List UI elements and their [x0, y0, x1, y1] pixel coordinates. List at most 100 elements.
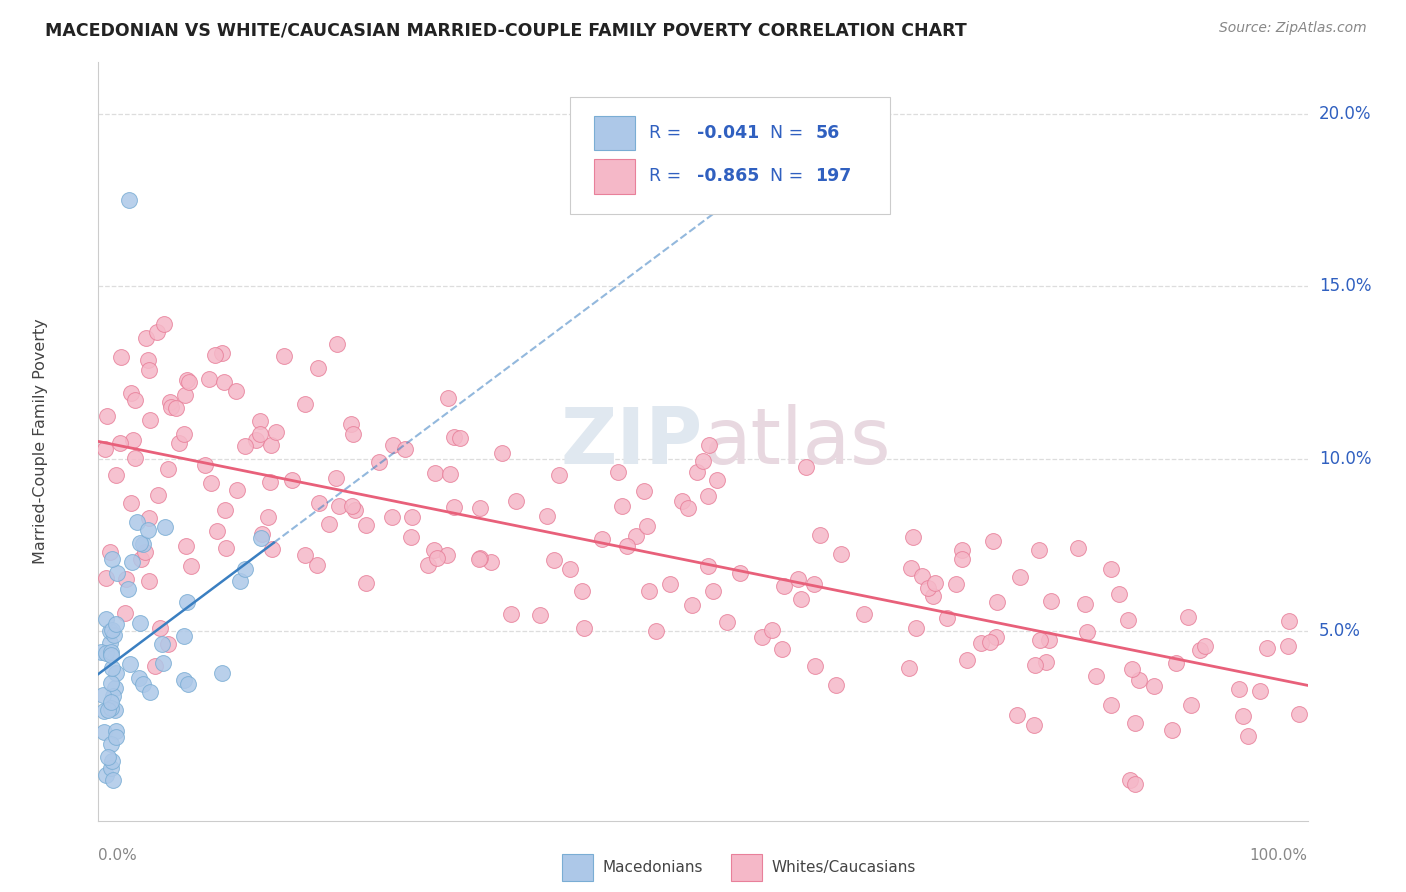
Point [808, 527, 831, 541]
Point [900, 561, 922, 575]
Point [250, 526, 273, 541]
Point [138, 511, 160, 525]
Point [986, 595, 1008, 609]
Point [118, 657, 141, 672]
Point [101, 754, 124, 768]
Point [560, 562, 582, 576]
Point [904, 621, 927, 635]
Point [852, 607, 875, 622]
Point [501, 607, 523, 621]
Point [280, 473, 302, 487]
Text: 5.0%: 5.0% [1319, 622, 1361, 640]
Point [114, 606, 136, 620]
Point [325, 337, 347, 351]
Point [173, 426, 195, 441]
Point [439, 467, 461, 481]
Point [159, 400, 181, 414]
Point [136, 523, 159, 537]
Point [129, 552, 152, 566]
Point [1128, 673, 1150, 688]
Point [128, 671, 150, 685]
Point [93, 704, 115, 718]
Point [636, 519, 658, 533]
Point [100, 701, 122, 715]
Point [94, 768, 117, 782]
Point [1180, 698, 1202, 712]
Point [173, 629, 195, 643]
Point [1067, 541, 1090, 555]
Point [138, 353, 160, 368]
Point [135, 331, 157, 345]
Point [100, 695, 122, 709]
Point [1038, 632, 1060, 647]
Point [638, 583, 661, 598]
Point [678, 501, 700, 516]
Point [105, 723, 128, 738]
Point [644, 624, 666, 639]
Point [174, 539, 197, 553]
Point [436, 391, 458, 405]
Point [761, 623, 783, 637]
Point [110, 350, 132, 364]
Point [1108, 587, 1130, 601]
Point [789, 592, 811, 607]
Point [911, 568, 934, 582]
Point [214, 541, 236, 555]
Point [96, 409, 118, 423]
Point [1288, 707, 1310, 722]
Point [536, 509, 558, 524]
Point [305, 558, 328, 572]
Point [125, 515, 148, 529]
Point [436, 548, 458, 562]
FancyBboxPatch shape [569, 96, 890, 214]
Point [152, 656, 174, 670]
Point [529, 608, 551, 623]
Point [159, 394, 181, 409]
Text: 197: 197 [815, 167, 852, 186]
Point [1118, 773, 1140, 788]
Point [101, 623, 124, 637]
Point [138, 413, 160, 427]
Point [98, 545, 121, 559]
Point [100, 648, 122, 663]
Point [706, 473, 728, 487]
Text: 0.0%: 0.0% [98, 848, 138, 863]
Point [626, 529, 648, 543]
Point [249, 426, 271, 441]
Point [1161, 723, 1184, 737]
Text: Whites/Caucasians: Whites/Caucasians [772, 860, 917, 875]
Point [443, 500, 465, 515]
Point [90, 645, 112, 659]
Point [468, 550, 491, 565]
Point [401, 530, 423, 544]
Point [803, 659, 825, 673]
FancyBboxPatch shape [595, 159, 636, 194]
Text: ZIP: ZIP [561, 403, 703, 480]
Point [1007, 707, 1029, 722]
Point [211, 665, 233, 680]
Point [548, 467, 571, 482]
Point [98, 635, 121, 649]
Point [273, 349, 295, 363]
Point [1256, 641, 1278, 656]
Text: atlas: atlas [703, 403, 890, 480]
Point [259, 475, 281, 489]
Point [686, 465, 709, 479]
Point [1121, 662, 1143, 676]
Point [264, 425, 287, 440]
Point [950, 552, 973, 566]
Text: 56: 56 [815, 124, 839, 142]
Point [1164, 656, 1187, 670]
Point [897, 661, 920, 675]
Text: Macedonians: Macedonians [603, 860, 703, 875]
Point [986, 630, 1008, 644]
Point [1035, 656, 1057, 670]
Point [922, 589, 945, 603]
Point [901, 530, 924, 544]
Text: 10.0%: 10.0% [1319, 450, 1371, 467]
Point [149, 621, 172, 635]
Point [308, 361, 330, 376]
Point [543, 553, 565, 567]
Point [115, 572, 138, 586]
Point [692, 454, 714, 468]
